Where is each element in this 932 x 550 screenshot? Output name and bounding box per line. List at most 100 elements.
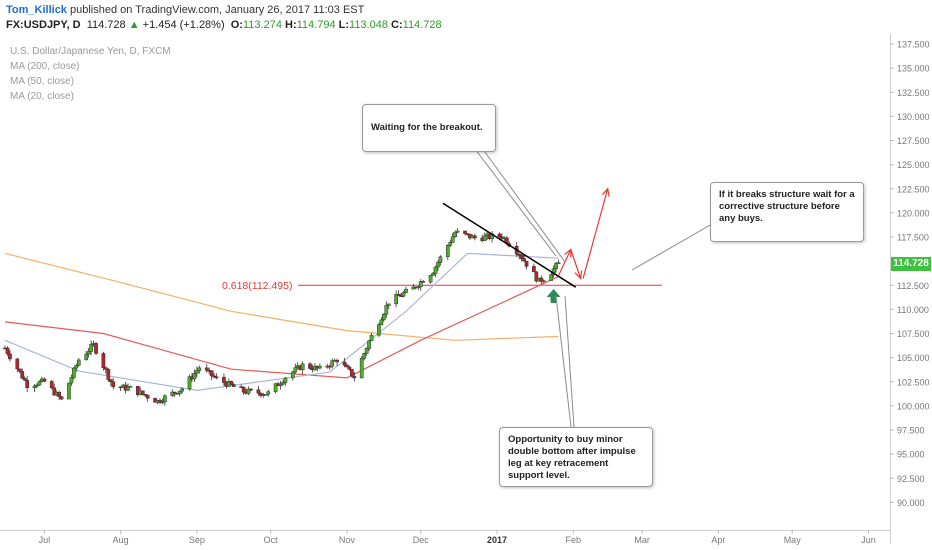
candle-body (195, 370, 199, 374)
candle-body (42, 378, 47, 382)
callout-opportunity-leader (555, 295, 572, 428)
candle-body (556, 262, 561, 264)
candle-body (263, 394, 268, 396)
open-value: 113.274 (242, 19, 282, 31)
price-axis-border (890, 34, 891, 544)
candle-body (67, 382, 71, 400)
candle-body (32, 385, 37, 388)
candle-body (17, 368, 22, 372)
candle-body (401, 292, 406, 297)
x-tick-label: May (784, 535, 802, 545)
candle-body (308, 363, 312, 369)
candle-body (20, 371, 25, 379)
ma200-line (4, 252, 559, 341)
buy-up-arrow-icon (546, 288, 561, 303)
y-tick-label: 122.500 (897, 184, 930, 194)
y-tick-label: 97.500 (897, 426, 925, 436)
candle-body (256, 389, 261, 394)
candle-body (428, 275, 433, 283)
candle-body (249, 388, 253, 391)
y-tick-label: 107.500 (897, 329, 930, 339)
candle-body (278, 383, 283, 387)
y-tick-label: 92.500 (897, 474, 925, 484)
y-tick-label: 95.000 (897, 450, 925, 460)
last-price-tag: 114.728 (891, 257, 931, 271)
candle-body (396, 294, 401, 297)
author-link[interactable]: Tom_Killick (6, 4, 67, 16)
open-label: O: (230, 19, 243, 31)
y-tick-label: 137.500 (897, 40, 930, 50)
candle-body (246, 388, 251, 394)
candle-body (327, 365, 332, 368)
x-tick-label: Oct (264, 535, 279, 545)
candle-body (84, 353, 89, 361)
callout-opportunity[interactable]: Opportunity to buy minor double bottom a… (499, 427, 653, 487)
y-tick-label: 125.000 (897, 160, 930, 170)
candle-body (273, 383, 278, 392)
candle-body (293, 367, 298, 373)
candle-body (350, 369, 354, 377)
candle-body (517, 254, 521, 256)
high-label: H: (285, 19, 297, 31)
x-tick-label: Jul (39, 535, 51, 545)
candle-body (22, 378, 27, 381)
legend-ma20[interactable]: MA (20, close) (10, 91, 74, 102)
projection-arrow-head (574, 270, 583, 280)
candle-body (532, 266, 536, 273)
candle-body (438, 256, 443, 263)
up-arrow-icon: ▲ (128, 19, 140, 31)
candle-body (394, 294, 398, 305)
y-tick-label: 102.500 (897, 377, 930, 387)
candle-body (163, 395, 167, 403)
legend-title: U.S. Dollar/Japanese Yen, D, FXCM (10, 46, 171, 57)
candle-body (445, 245, 450, 257)
candle-body (283, 377, 288, 383)
candle-body (519, 254, 524, 259)
candle-body (231, 384, 236, 387)
candle-body (86, 351, 91, 355)
x-tick-label: Sep (189, 535, 205, 545)
x-tick-label: Mar (634, 535, 650, 545)
candle-body (37, 381, 42, 386)
candle-body (160, 401, 165, 404)
callout-breakout[interactable]: Waiting for the breakout. (362, 104, 496, 152)
candle-body (539, 277, 544, 282)
candle-body (290, 371, 295, 379)
candle-body (94, 343, 98, 354)
projection-arrow (570, 249, 582, 279)
candle-body (106, 369, 111, 380)
candle-body (172, 391, 177, 394)
candle-body (377, 324, 381, 336)
close-label: C: (391, 19, 403, 31)
callout-structure-leader (631, 223, 713, 271)
candle-body (15, 358, 20, 370)
ma50-line (4, 276, 559, 379)
legend-ma200[interactable]: MA (200, close) (10, 61, 80, 72)
candle-body (72, 367, 76, 378)
candle-body (482, 235, 487, 241)
candle-body (177, 390, 182, 395)
candle-body (364, 348, 369, 354)
candle-body (241, 386, 246, 393)
candle-body (436, 262, 440, 268)
low-label: L: (338, 19, 350, 31)
candle-body (135, 386, 140, 396)
candle-body (89, 344, 93, 352)
candle-body (111, 381, 116, 388)
candle-body (143, 393, 148, 396)
candle-body (534, 271, 539, 282)
last-price: 114.728 (86, 19, 126, 31)
callout-structure-text: If it breaks structure wait for a correc… (719, 189, 855, 224)
candle-body (49, 381, 54, 389)
change-value: +1.454 (+1.28%) (142, 19, 225, 31)
projection-arrow (557, 249, 572, 276)
candle-body (335, 359, 339, 363)
candle-body (170, 391, 175, 396)
candle-body (450, 236, 455, 243)
published-text: published on TradingView.com, January 26… (70, 4, 365, 16)
projection-arrow (582, 188, 609, 279)
callout-structure[interactable]: If it breaks structure wait for a correc… (710, 182, 864, 242)
legend-ma50[interactable]: MA (50, close) (10, 76, 74, 87)
candle-body (549, 274, 553, 281)
